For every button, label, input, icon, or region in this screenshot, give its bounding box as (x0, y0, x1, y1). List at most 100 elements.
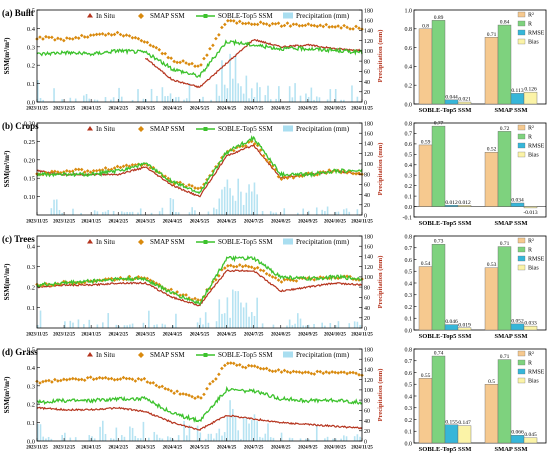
bar-legend-label: R² (528, 126, 534, 132)
smap-point (106, 377, 111, 381)
legend-precip-label: Precipitation (mm) (296, 12, 350, 20)
precipitation-bar (232, 195, 234, 215)
smap-point (85, 169, 90, 173)
bar-y-tick-label: 0.2 (405, 418, 413, 424)
smap-point (345, 371, 349, 376)
smap-point (67, 169, 72, 174)
smap-point (234, 21, 239, 25)
precipitation-bar (102, 322, 104, 328)
smap-point (357, 26, 361, 31)
precipitation-bar (175, 212, 177, 215)
smap-point (205, 386, 209, 391)
y2-tick-label: 100 (364, 49, 373, 55)
precipitation-bar (242, 418, 245, 441)
smap-point (327, 276, 332, 280)
smap-point (211, 379, 215, 384)
precipitation-bar (345, 436, 348, 441)
smap-point (229, 361, 233, 365)
precipitation-bar (288, 437, 291, 441)
smap-point (67, 377, 72, 381)
metric-bar-label: 0.066 (511, 430, 524, 436)
smap-point (291, 278, 296, 283)
smap-point (196, 186, 200, 191)
precipitation-bar (37, 423, 39, 441)
precipitation-bar (343, 99, 345, 102)
smap-point (56, 379, 60, 383)
metric-bar-label: 0.034 (511, 198, 524, 204)
y2-tick-label: 40 (364, 80, 370, 86)
precipitation-bar (137, 438, 139, 441)
x-tick-label: 2024/5/25 (190, 333, 210, 338)
bar-legend-swatch (517, 11, 526, 18)
legend-soble-marker (203, 353, 208, 357)
x-tick-label: 2024/10/25 (324, 446, 346, 451)
metric-bar (523, 437, 538, 444)
bar-legend-label: R (528, 361, 532, 367)
smap-point (109, 376, 114, 381)
precipitation-bar (221, 435, 223, 441)
metric-bar-label: 0.54 (421, 261, 431, 267)
y2-axis-label: Precipitation (mm) (377, 369, 384, 422)
precipitation-bar (359, 324, 361, 328)
precipitation-bar (102, 420, 104, 441)
smap-point (115, 377, 120, 382)
precipitation-bar (253, 414, 256, 441)
x-tick-label: 2024/6/25 (217, 220, 237, 225)
smap-point (193, 396, 197, 401)
legend-smap-label: SMAP SSM (150, 125, 185, 133)
panel-title: (b) Crops (2, 121, 39, 131)
precipitation-bar (129, 426, 131, 441)
smap-point (309, 23, 314, 28)
precipitation-bar (326, 206, 329, 215)
smap-point (264, 158, 269, 162)
smap-point (267, 160, 272, 165)
metric-bar (484, 267, 499, 331)
smap-point (324, 22, 329, 27)
precipitation-bar (53, 199, 55, 215)
metric-bar-label: 0.71 (487, 32, 497, 38)
metric-bar-label: 0.052 (511, 318, 524, 324)
smap-point (160, 51, 165, 56)
smap-point (121, 34, 126, 38)
smap-point (178, 392, 182, 396)
bar-category-label: SMAP SSM (494, 333, 527, 340)
smap-point (336, 371, 340, 375)
smap-point (258, 268, 263, 272)
smap-point (231, 19, 236, 23)
smap-point (41, 283, 45, 287)
legend-precip-swatch (283, 125, 293, 132)
smap-point (73, 35, 78, 40)
smap-point (130, 35, 135, 40)
smap-point (47, 35, 51, 40)
precipitation-bar (177, 435, 180, 441)
precipitation-bar (99, 426, 101, 441)
legend-insitu-label: In Situ (96, 238, 115, 246)
smap-point (130, 377, 135, 381)
x-tick-label: 2024/8/25 (271, 220, 291, 225)
smap-point (163, 386, 168, 391)
smap-point (47, 378, 51, 383)
precipitation-bar (337, 321, 340, 328)
precipitation-bar (237, 291, 240, 328)
smap-point (333, 25, 337, 29)
precipitation-bar (118, 325, 120, 328)
smap-point (190, 184, 194, 188)
smap-point (157, 385, 162, 389)
precipitation-bar (39, 424, 42, 441)
x-tick-label: 2024/11/25 (351, 107, 373, 112)
smap-point (234, 363, 239, 368)
precipitation-bar (261, 211, 264, 215)
smap-point (330, 24, 334, 29)
x-tick-label: 2024/11/25 (351, 220, 373, 225)
legend-smap-label: SMAP SSM (150, 12, 185, 20)
metric-bar-label: 0.72 (500, 126, 510, 132)
precipitation-bar (324, 438, 326, 441)
y2-tick-label: 140 (364, 142, 373, 148)
smap-point (139, 38, 144, 43)
precipitation-bar (207, 211, 210, 215)
precipitation-bar (50, 208, 53, 215)
precipitation-bar (248, 316, 250, 328)
smap-point (285, 21, 290, 25)
smap-point (324, 370, 329, 374)
x-tick-label: 2023/12/25 (53, 446, 75, 451)
